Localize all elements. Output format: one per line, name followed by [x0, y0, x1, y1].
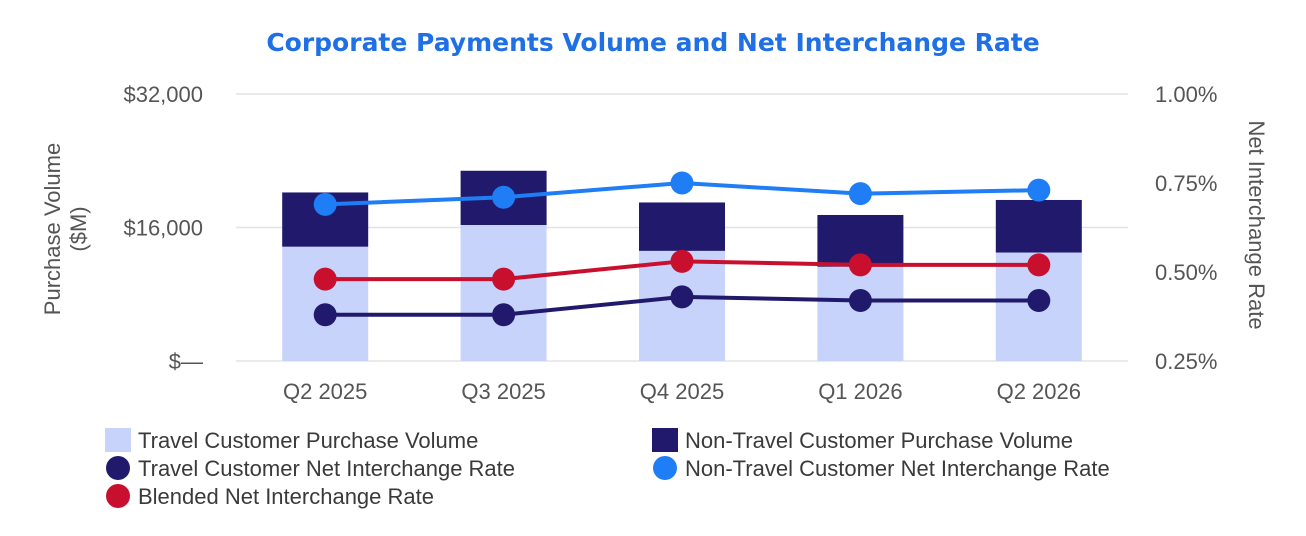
legend-swatch [652, 428, 678, 452]
legend-label: Travel Customer Net Interchange Rate [138, 456, 515, 481]
legend-swatch [105, 428, 131, 452]
series-point [670, 249, 694, 273]
x-tick-label: Q2 2025 [283, 379, 367, 404]
series-point [670, 285, 694, 309]
bar-segment [460, 224, 547, 361]
left-axis-title-line1: Purchase Volume [40, 143, 65, 315]
right-axis-title: Net Interchange Rate [1244, 120, 1269, 329]
bar-segment [817, 266, 904, 361]
series-point [848, 182, 872, 206]
x-tick-label: Q2 2026 [997, 379, 1081, 404]
series-point [492, 303, 516, 327]
left-tick-label: $32,000 [123, 82, 203, 107]
legend-label: Non-Travel Customer Purchase Volume [685, 428, 1073, 453]
series-point [313, 192, 337, 216]
right-tick-label: 1.00% [1155, 82, 1217, 107]
legend-label: Non-Travel Customer Net Interchange Rate [685, 456, 1110, 481]
bar-segment [995, 199, 1082, 253]
x-tick-label: Q4 2025 [640, 379, 724, 404]
legend-marker [106, 484, 130, 508]
left-tick-label: $16,000 [123, 216, 203, 241]
series-point [1027, 288, 1051, 312]
legend-label: Blended Net Interchange Rate [138, 484, 434, 509]
legend-marker [653, 456, 677, 480]
series-point [313, 303, 337, 327]
series-point [492, 185, 516, 209]
x-tick-label: Q1 2026 [818, 379, 902, 404]
series-point [670, 171, 694, 195]
left-axis-title-line2: ($M) [66, 206, 91, 251]
lines [313, 171, 1051, 327]
series-point [848, 253, 872, 277]
chart-title: Corporate Payments Volume and Net Interc… [266, 28, 1039, 57]
right-tick-label: 0.75% [1155, 171, 1217, 196]
left-tick-label: $— [169, 349, 203, 374]
legend: Travel Customer Purchase Volume Non-Trave… [105, 428, 1110, 509]
series-point [848, 288, 872, 312]
bar-segment [639, 202, 725, 251]
x-tick-label: Q3 2025 [461, 379, 545, 404]
legend-label: Travel Customer Purchase Volume [138, 428, 478, 453]
series-point [1027, 253, 1051, 277]
series-point [1027, 178, 1051, 202]
series-point [313, 267, 337, 291]
axes: $— $16,000 $32,000 0.25% 0.50% 0.75% 1.00% Q2 2… [123, 82, 1217, 404]
legend-marker [106, 456, 130, 480]
right-tick-label: 0.50% [1155, 260, 1217, 285]
series-point [492, 267, 516, 291]
right-tick-label: 0.25% [1155, 349, 1217, 374]
